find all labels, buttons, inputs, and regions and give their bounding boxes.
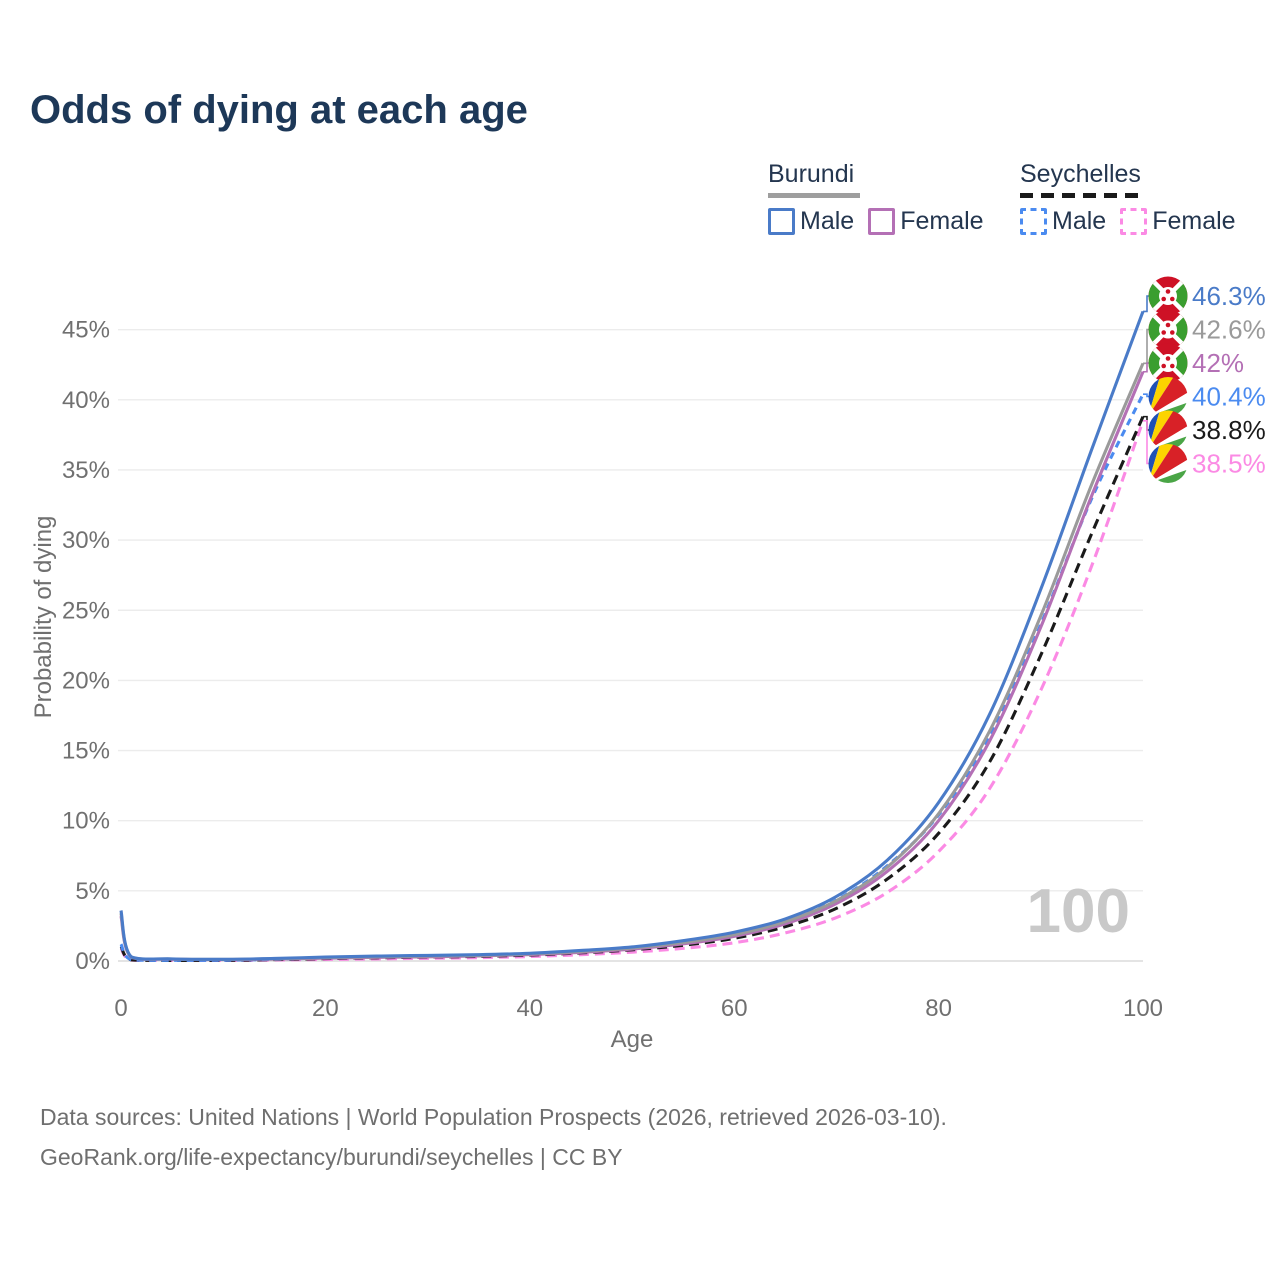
x-tick-label: 40 [516, 995, 543, 1022]
data-source-text: Data sources: United Nations | World Pop… [40, 1104, 947, 1130]
y-axis-title: Probability of dying [30, 515, 57, 719]
series-line-burundi-male[interactable] [119, 310, 1145, 961]
x-axis-title: Age [610, 1026, 654, 1053]
legend-item-burundi-male[interactable]: Male [768, 207, 854, 236]
burundi-both-line-swatch [768, 193, 860, 198]
seychelles-both-line-swatch [1020, 193, 1138, 198]
series-line-burundi-female[interactable] [119, 371, 1145, 962]
legend-header-seychelles[interactable]: Seychelles [1020, 160, 1250, 198]
x-tick-label: 20 [312, 995, 339, 1022]
x-tick-label: 80 [925, 995, 952, 1022]
end-value-burundi-female: 42% [1192, 348, 1244, 378]
legend-item-seychelles-male[interactable]: Male [1020, 207, 1106, 236]
x-tick-label: 0 [114, 995, 127, 1022]
legend-label-burundi-female: Female [900, 206, 984, 235]
burundi-male-swatch-icon [768, 207, 795, 235]
legend-item-seychelles-female[interactable]: Female [1120, 206, 1236, 236]
y-tick-label: 0% [75, 948, 110, 975]
legend-group-seychelles: Seychelles Male Female [1020, 160, 1250, 236]
seychelles-male-swatch-icon [1020, 207, 1047, 235]
series-line-burundi-both[interactable] [119, 362, 1145, 962]
y-tick-label: 5% [75, 878, 110, 905]
legend-label-seychelles-female: Female [1152, 206, 1236, 235]
y-tick-label: 15% [62, 738, 110, 765]
y-tick-label: 45% [62, 317, 110, 344]
age-counter-watermark: 100 [1026, 877, 1130, 946]
burundi-female-swatch-icon [868, 207, 896, 235]
x-tick-label: 100 [1123, 995, 1163, 1022]
legend-header-burundi-label: Burundi [768, 160, 855, 188]
legend-group-burundi: Burundi Male Female [768, 160, 998, 236]
y-tick-label: 20% [62, 667, 110, 694]
y-tick-label: 40% [62, 387, 110, 414]
end-value-seychelles-male: 40.4% [1192, 382, 1266, 412]
attribution-text: GeoRank.org/life-expectancy/burundi/seyc… [40, 1144, 623, 1170]
y-tick-label: 35% [62, 457, 110, 484]
page-title: Odds of dying at each age [30, 88, 528, 132]
legend-label-seychelles-male: Male [1052, 206, 1107, 235]
y-tick-label: 10% [62, 808, 110, 835]
end-value-burundi-male: 46.3% [1192, 281, 1266, 311]
legend-header-burundi[interactable]: Burundi [768, 160, 998, 198]
seychelles-female-swatch-icon [1120, 207, 1148, 235]
legend-label-burundi-male: Male [800, 206, 855, 235]
x-tick-label: 60 [721, 995, 748, 1022]
end-value-seychelles-female: 38.5% [1192, 449, 1266, 479]
end-value-burundi-both: 42.6% [1192, 315, 1266, 345]
y-tick-label: 25% [62, 597, 110, 624]
legend-header-seychelles-label: Seychelles [1020, 160, 1141, 188]
end-value-seychelles-both: 38.8% [1192, 415, 1266, 445]
seychelles-flag-icon [1148, 444, 1188, 484]
y-tick-label: 30% [62, 527, 110, 554]
legend-item-burundi-female[interactable]: Female [868, 206, 984, 236]
